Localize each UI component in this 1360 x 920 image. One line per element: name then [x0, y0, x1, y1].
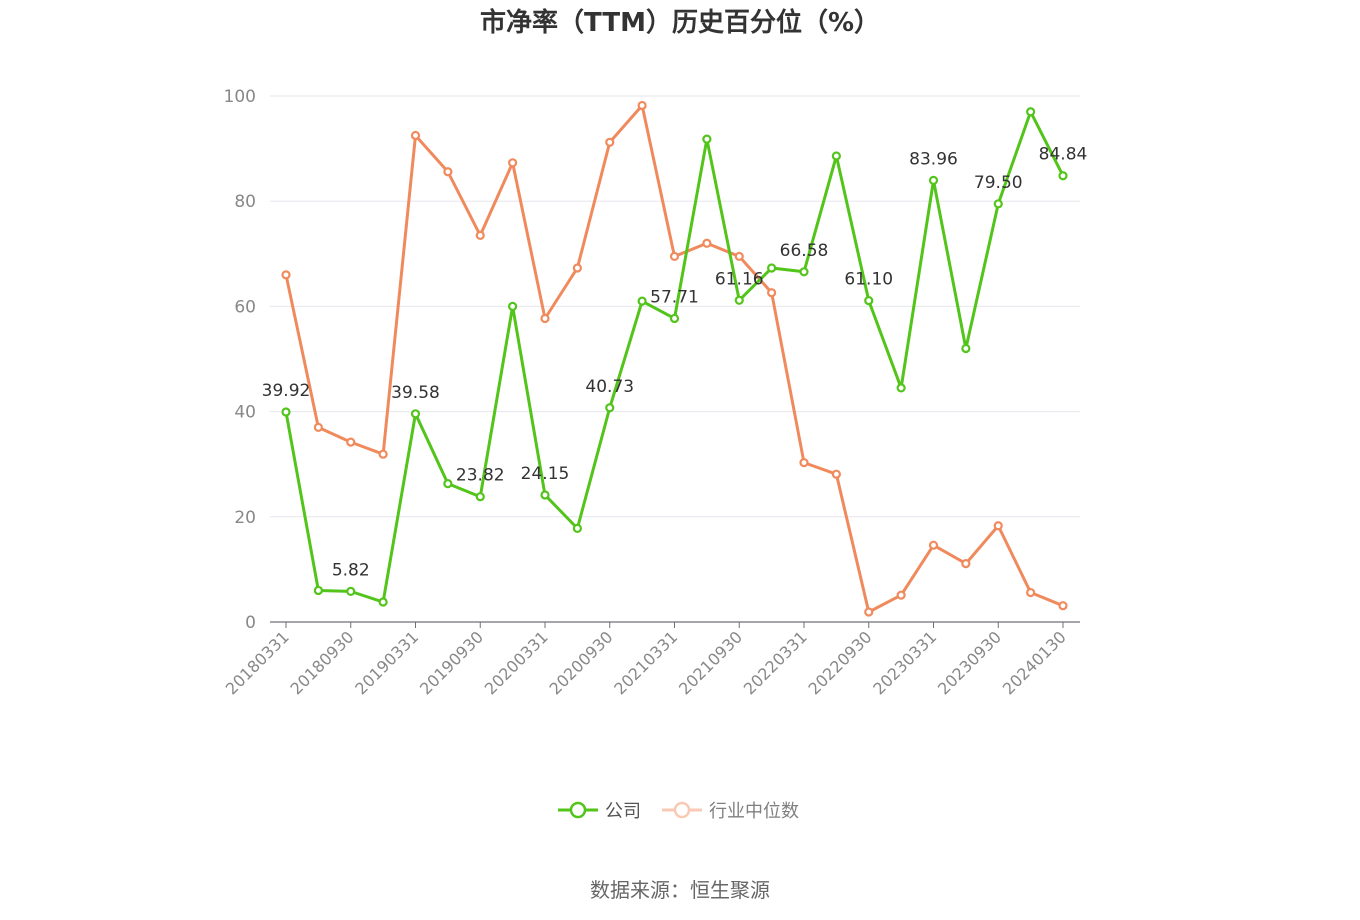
legend-marker-icon — [673, 801, 691, 819]
legend-label: 行业中位数 — [709, 801, 799, 822]
data-label: 83.96 — [909, 149, 958, 169]
x-tick-label: 20180930 — [287, 627, 358, 698]
data-point[interactable] — [1026, 107, 1036, 117]
data-label: 57.71 — [650, 287, 699, 307]
data-point[interactable] — [799, 267, 809, 277]
data-point[interactable] — [928, 175, 939, 185]
data-point[interactable] — [281, 270, 291, 280]
legend[interactable]: 公司 行业中位数 — [558, 801, 799, 822]
y-tick-label: 20 — [234, 508, 256, 528]
x-tick-label: 20190331 — [351, 627, 422, 698]
data-point[interactable] — [864, 607, 874, 617]
series-lines — [281, 100, 1068, 617]
data-point[interactable] — [443, 167, 453, 177]
data-point[interactable] — [734, 295, 744, 305]
x-tick-label: 20240130 — [999, 627, 1070, 698]
data-point[interactable] — [993, 521, 1003, 531]
data-point[interactable] — [346, 437, 356, 447]
legend-item-company[interactable]: 公司 — [558, 801, 641, 822]
data-point[interactable] — [831, 151, 841, 161]
data-point[interactable] — [767, 263, 777, 273]
y-tick-label: 60 — [234, 297, 256, 317]
series-line-company — [284, 110, 1065, 604]
data-source: 数据来源：恒生聚源 — [590, 878, 770, 902]
data-point[interactable] — [993, 199, 1003, 209]
y-tick-label: 0 — [245, 613, 256, 633]
y-tick-label: 40 — [234, 403, 256, 423]
data-point[interactable] — [961, 559, 971, 569]
data-point[interactable] — [508, 301, 518, 311]
data-point[interactable] — [1026, 587, 1036, 598]
data-point[interactable] — [475, 230, 485, 240]
data-point[interactable] — [508, 158, 518, 168]
data-point[interactable] — [443, 479, 453, 489]
data-point[interactable] — [767, 288, 777, 298]
x-tick-label: 20180331 — [222, 627, 293, 698]
y-tick-label: 100 — [224, 87, 256, 107]
x-tick-label: 20200331 — [481, 627, 552, 698]
data-label: 5.82 — [332, 560, 370, 580]
data-point[interactable] — [637, 296, 647, 306]
data-point[interactable] — [410, 130, 421, 141]
data-point[interactable] — [1058, 601, 1068, 611]
chart-title: 市净率（TTM）历史百分位（%） — [480, 8, 880, 38]
grid-lines — [270, 95, 1080, 518]
x-tick-label: 20230930 — [934, 627, 1005, 698]
x-tick-label: 20230331 — [869, 627, 940, 698]
data-point[interactable] — [475, 492, 485, 502]
data-point[interactable] — [734, 251, 744, 262]
y-tick-label: 80 — [234, 192, 256, 212]
data-point[interactable] — [928, 540, 939, 550]
data-point[interactable] — [799, 458, 809, 468]
data-label: 66.58 — [780, 241, 829, 261]
data-point[interactable] — [572, 523, 582, 533]
data-label: 39.92 — [262, 381, 311, 401]
data-point[interactable] — [831, 469, 841, 479]
data-label: 40.73 — [585, 377, 634, 397]
legend-marker-icon — [569, 801, 587, 819]
data-label: 61.10 — [844, 270, 893, 290]
x-tick-label: 20210331 — [610, 627, 681, 698]
x-tick-label: 20220930 — [805, 627, 876, 698]
data-point[interactable] — [410, 409, 421, 419]
data-labels: 39.92 5.82 39.58 23.82 24.15 40.73 57.71 61.16 6… — [262, 145, 1088, 581]
x-tick-label: 20220331 — [740, 627, 811, 698]
x-tick-label: 20190930 — [416, 627, 487, 698]
data-point[interactable] — [961, 343, 971, 354]
data-point[interactable] — [313, 585, 323, 596]
x-tick-label: 20210930 — [675, 627, 746, 698]
data-point[interactable] — [669, 313, 680, 324]
data-point[interactable] — [378, 597, 388, 607]
data-point[interactable] — [702, 134, 712, 144]
line-chart: 0 20 40 60 80 100 2018033120180930201903312019… — [222, 87, 1088, 822]
data-point[interactable] — [896, 590, 906, 600]
data-label: 23.82 — [456, 466, 505, 486]
data-label: 24.15 — [521, 464, 570, 484]
data-point[interactable] — [669, 251, 680, 262]
data-point[interactable] — [313, 422, 323, 432]
data-point[interactable] — [605, 137, 615, 147]
legend-item-industry-median[interactable]: 行业中位数 — [662, 801, 799, 822]
data-point[interactable] — [346, 586, 356, 596]
data-point[interactable] — [1058, 171, 1068, 181]
data-label: 61.16 — [715, 269, 764, 289]
data-point[interactable] — [605, 403, 615, 413]
data-label: 84.84 — [1039, 145, 1088, 165]
axes: 0 20 40 60 80 100 2018033120180930201903312019… — [222, 87, 1080, 698]
data-point[interactable] — [540, 490, 550, 500]
data-point[interactable] — [378, 449, 388, 459]
data-label: 79.50 — [974, 173, 1023, 193]
data-label: 39.58 — [391, 383, 440, 403]
data-point[interactable] — [864, 296, 874, 306]
data-point[interactable] — [896, 383, 906, 393]
data-point[interactable] — [281, 407, 291, 417]
legend-label: 公司 — [605, 801, 641, 822]
series-line-industry-median — [284, 103, 1064, 614]
data-point[interactable] — [702, 238, 712, 248]
data-point[interactable] — [540, 313, 550, 324]
data-point[interactable] — [572, 263, 582, 273]
data-point[interactable] — [637, 100, 647, 111]
x-tick-label: 20200930 — [546, 627, 617, 698]
